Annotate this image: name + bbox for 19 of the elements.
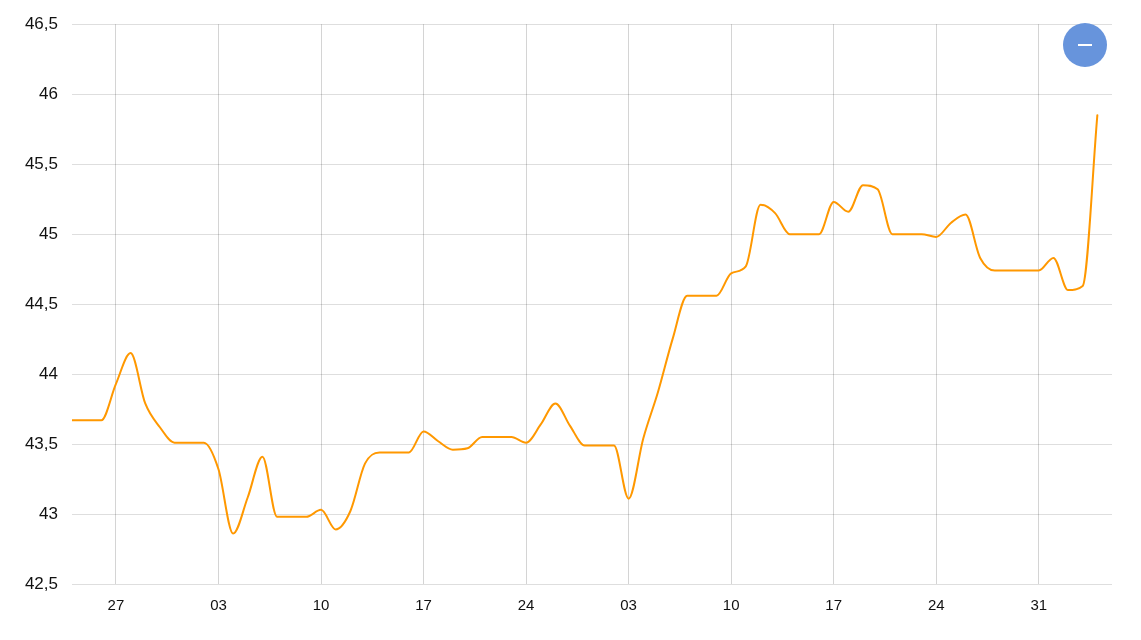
y-tick-label: 46: [39, 83, 58, 103]
x-tick-label: 27: [107, 596, 125, 614]
y-tick-label: 43: [39, 503, 58, 523]
x-tick-label: 17: [825, 596, 843, 614]
y-tick-label: 43,5: [24, 433, 58, 453]
y-tick-label: 45: [39, 223, 58, 243]
y-tick-label: 44,5: [24, 293, 58, 313]
x-tick-label: 31: [1030, 596, 1048, 614]
y-tick-label: 44: [39, 363, 58, 383]
x-tick-label: 03: [620, 596, 637, 614]
x-tick-label: 24: [927, 596, 945, 614]
x-tick-label: 03: [210, 596, 227, 614]
x-tick-label: 24: [517, 596, 535, 614]
y-tick-label: 42,5: [24, 573, 58, 593]
x-tick-label: 10: [312, 596, 330, 614]
y-tick-label: 45,5: [24, 153, 58, 173]
x-tick-label: 10: [722, 596, 740, 614]
y-tick-label: 46,5: [24, 13, 58, 33]
x-tick-label: 17: [415, 596, 432, 614]
